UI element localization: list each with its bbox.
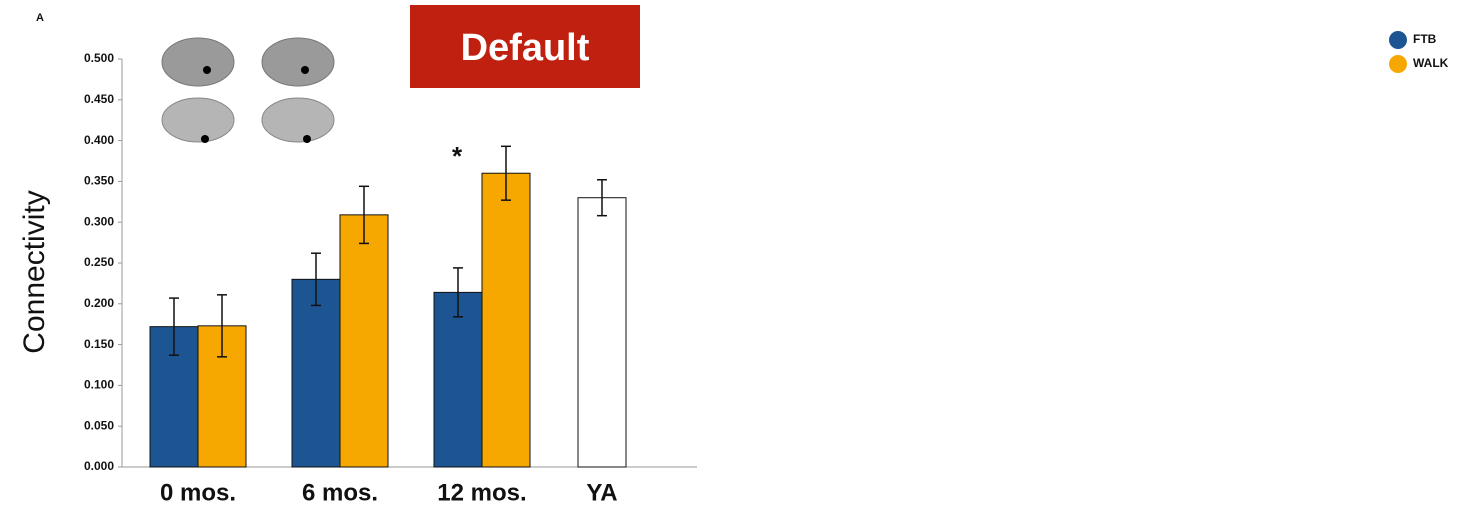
brain-images bbox=[161, 37, 335, 143]
seed-dot bbox=[203, 66, 211, 74]
bar bbox=[149, 326, 199, 468]
y-tick-label: 0.350 bbox=[84, 174, 114, 188]
x-tick-label: 12 mos. bbox=[437, 479, 526, 506]
panel-label: A bbox=[36, 12, 44, 24]
legend-label: WALK bbox=[1413, 56, 1449, 70]
chart-title: Default bbox=[461, 27, 590, 69]
significance-marker: * bbox=[452, 141, 463, 171]
brain-icon bbox=[261, 37, 335, 87]
y-tick-label: 0.400 bbox=[84, 133, 114, 147]
x-tick-label: 6 mos. bbox=[302, 479, 378, 506]
legend-swatch bbox=[1389, 55, 1407, 73]
brain-icon bbox=[261, 97, 335, 143]
y-tick-label: 0.250 bbox=[84, 255, 114, 269]
seed-dot bbox=[301, 66, 309, 74]
y-tick-label: 0.300 bbox=[84, 214, 114, 228]
bar bbox=[481, 172, 531, 468]
brain-icon bbox=[161, 37, 235, 87]
bar bbox=[339, 214, 389, 468]
x-tick-label: 0 mos. bbox=[160, 479, 236, 506]
bar bbox=[577, 197, 627, 468]
y-axis-label: Connectivity bbox=[18, 190, 51, 353]
seed-dot bbox=[303, 135, 311, 143]
y-tick-label: 0.500 bbox=[84, 51, 114, 65]
y-tick-label: 0.150 bbox=[84, 337, 114, 351]
brain-icon bbox=[161, 97, 235, 143]
legend-label: FTB bbox=[1413, 32, 1437, 46]
y-tick-label: 0.100 bbox=[84, 378, 114, 392]
y-tick-label: 0.200 bbox=[84, 296, 114, 310]
x-tick-label: YA bbox=[586, 479, 617, 506]
seed-dot bbox=[201, 135, 209, 143]
y-tick-label: 0.000 bbox=[84, 459, 114, 473]
y-tick-label: 0.050 bbox=[84, 418, 114, 432]
bar bbox=[291, 278, 341, 468]
y-tick-label: 0.450 bbox=[84, 92, 114, 106]
legend-swatch bbox=[1389, 31, 1407, 49]
title-box bbox=[410, 5, 640, 88]
bar bbox=[433, 291, 483, 468]
